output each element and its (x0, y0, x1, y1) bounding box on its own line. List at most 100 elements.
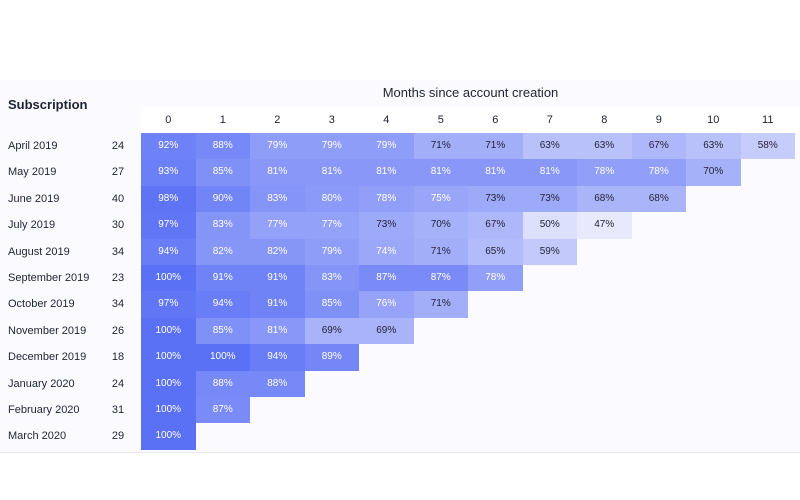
cohort-size: 24 (111, 140, 125, 152)
heatmap-cell: 92% (141, 133, 196, 160)
column-header-11: 11 (762, 114, 774, 126)
column-header-5: 5 (437, 114, 444, 126)
heatmap-cell: 100% (141, 423, 196, 450)
heatmap-cell: 83% (250, 185, 305, 213)
heatmap-cell: 68% (577, 185, 632, 213)
heatmap-cell: 50% (522, 212, 577, 239)
heatmap-cell: 91% (195, 265, 250, 292)
heatmap-cell: 87% (195, 397, 250, 424)
heatmap-cell: 70% (686, 159, 741, 186)
heatmap-cell: 94% (250, 344, 305, 371)
column-header-9: 9 (655, 114, 662, 126)
cohort-size: 18 (111, 351, 125, 364)
heatmap-cell: 93% (141, 159, 196, 186)
row-label: June 2019 (8, 192, 60, 205)
heatmap-cell: 85% (304, 291, 359, 318)
row-label: March 2020 (8, 430, 67, 443)
heatmap-cell: 100% (141, 397, 196, 424)
heatmap-cell: 81% (413, 159, 468, 186)
row-label: July 2019 (8, 219, 56, 232)
heatmap-cell: 73% (468, 185, 523, 213)
row-label: September 2019 (8, 272, 90, 284)
heatmap-cell: 68% (631, 185, 686, 213)
column-header-7: 7 (546, 114, 553, 126)
heatmap-cell: 97% (141, 291, 196, 318)
heatmap-cell: 78% (468, 265, 523, 292)
heatmap-cell: 79% (304, 133, 359, 160)
column-header-2: 2 (274, 114, 281, 126)
heatmap-cell: 67% (631, 133, 686, 160)
heatmap-cell: 73% (359, 212, 414, 239)
column-header-band (141, 107, 800, 133)
heatmap-cell: 79% (304, 238, 359, 265)
heatmap-cell: 100% (141, 344, 196, 371)
column-group-header: Months since account creation (382, 85, 559, 100)
row-label: November 2019 (8, 324, 87, 337)
heatmap-cell: 77% (250, 212, 305, 239)
heatmap-cell: 77% (304, 212, 359, 239)
heatmap-cell: 88% (250, 370, 305, 397)
heatmap-cell: 76% (359, 291, 414, 318)
heatmap-cell: 73% (522, 185, 577, 213)
column-header-0: 0 (165, 114, 172, 126)
column-header-10: 10 (707, 114, 720, 126)
heatmap-cell: 81% (522, 159, 577, 186)
column-header-4: 4 (383, 114, 390, 126)
cohort-size: 34 (111, 245, 125, 258)
heatmap-cell: 63% (686, 133, 741, 160)
heatmap-cell: 83% (304, 265, 359, 292)
heatmap-cell: 85% (195, 317, 250, 345)
column-header-3: 3 (328, 114, 335, 126)
row-label: April 2019 (8, 140, 58, 152)
row-label: May 2019 (8, 166, 57, 179)
cohort-size: 40 (111, 192, 125, 205)
heatmap-cell: 71% (413, 133, 468, 160)
heatmap-cell: 63% (577, 133, 632, 160)
heatmap-cell: 98% (141, 185, 196, 213)
cohort-size: 29 (111, 430, 125, 443)
heatmap-cell: 97% (141, 212, 196, 239)
heatmap-cell: 81% (304, 159, 359, 186)
heatmap-cell: 70% (413, 212, 468, 239)
table-title: Subscription (8, 97, 88, 112)
heatmap-cell: 47% (577, 212, 632, 239)
cohort-size: 26 (111, 324, 125, 337)
heatmap-cell: 69% (304, 317, 359, 345)
heatmap-cell: 79% (359, 133, 414, 160)
heatmap-cell: 74% (359, 238, 414, 265)
cohort-size: 27 (111, 166, 125, 179)
heatmap-cell: 100% (195, 344, 250, 371)
heatmap-cell: 78% (577, 159, 632, 186)
column-header-6: 6 (492, 114, 499, 126)
heatmap-cell: 65% (468, 238, 523, 265)
cohort-size: 23 (111, 272, 125, 284)
heatmap-cell: 100% (141, 265, 196, 292)
heatmap-cell: 59% (522, 238, 577, 265)
heatmap-cell: 81% (250, 159, 305, 186)
cohort-size: 34 (111, 298, 125, 311)
heatmap-cell: 90% (195, 185, 250, 213)
heatmap-cell: 91% (250, 291, 305, 318)
heatmap-cell: 88% (195, 370, 250, 397)
heatmap-cell: 71% (413, 291, 468, 318)
row-label: October 2019 (8, 298, 75, 311)
heatmap-cell: 81% (359, 159, 414, 186)
cohort-retention-table: Subscription Months since account creati… (0, 80, 800, 453)
heatmap-cell: 63% (522, 133, 577, 160)
row-label: August 2019 (8, 245, 70, 258)
heatmap-cell: 71% (413, 238, 468, 265)
heatmap-cell: 94% (141, 238, 196, 265)
heatmap-cell: 58% (740, 133, 795, 160)
heatmap-cell: 100% (141, 370, 196, 397)
heatmap-cell: 87% (359, 265, 414, 292)
heatmap-cell: 82% (250, 238, 305, 265)
heatmap-cell: 69% (359, 317, 414, 345)
heatmap-cell: 80% (304, 185, 359, 213)
cohort-size: 30 (111, 219, 125, 232)
heatmap-cell: 79% (250, 133, 305, 160)
heatmap-cell: 81% (250, 317, 305, 345)
heatmap-cell: 78% (631, 159, 686, 186)
heatmap-cell: 94% (195, 291, 250, 318)
heatmap-cell: 67% (468, 212, 523, 239)
cohort-size: 24 (111, 377, 125, 390)
